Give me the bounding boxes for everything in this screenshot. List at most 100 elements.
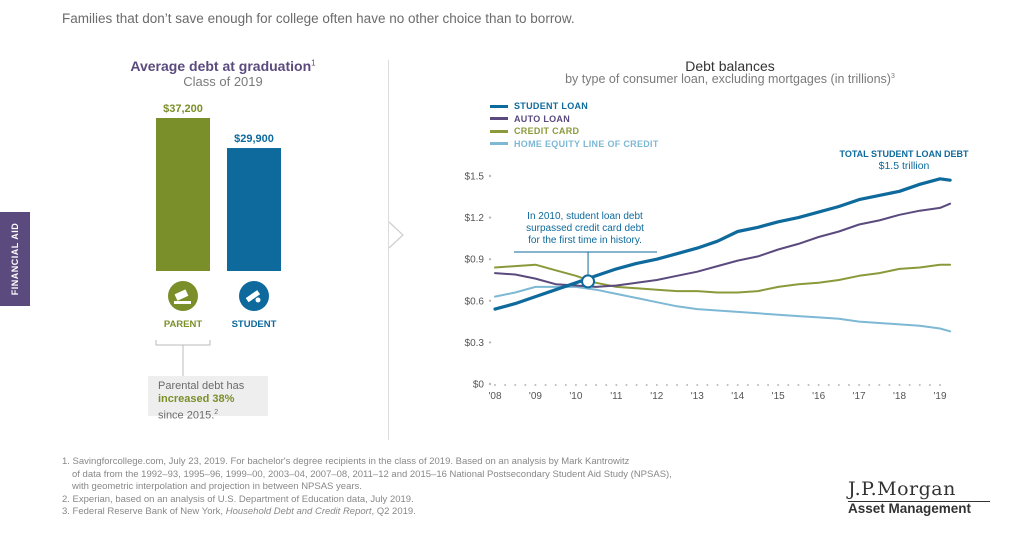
x-axis-dot [726, 384, 729, 386]
x-tick-label: '08 [488, 391, 501, 402]
x-axis-dot [534, 384, 537, 386]
x-axis-dot [564, 384, 567, 386]
legend-item: AUTO LOAN [490, 113, 659, 126]
legend-swatch [490, 129, 508, 133]
y-tick-label: $1.5 [465, 172, 485, 183]
legend-swatch [490, 117, 508, 121]
right-subtitle-footnote: 3 [890, 72, 895, 80]
footnote-3-b: , Q2 2019. [371, 506, 416, 517]
diploma-icon [239, 281, 269, 311]
x-tick-label: '17 [853, 391, 866, 402]
y-tick-dot [488, 382, 492, 386]
series-line-credit-card [494, 263, 952, 294]
x-axis-dot [665, 384, 668, 386]
x-axis-dot [817, 384, 820, 386]
legend-label: HOME EQUITY LINE OF CREDIT [514, 138, 659, 149]
chart-legend: STUDENT LOAN AUTO LOAN CREDIT CARD HOME EQU… [490, 100, 659, 150]
page-headline: Families that don’t save enough for coll… [62, 11, 575, 26]
logo-tagline: Asset Management [848, 501, 972, 516]
x-axis-dot [898, 384, 901, 386]
annotation-text-line: surpassed credit card debt [526, 223, 644, 234]
right-subtitle-text: by type of consumer loan, excluding mort… [565, 72, 891, 86]
x-axis-dot [635, 384, 638, 386]
legend-label: STUDENT LOAN [514, 101, 589, 112]
bar-category-label-parent: PARENT [164, 319, 203, 330]
callout-line-2: increased 38% [158, 393, 235, 405]
annotation-text-line: for the first time in history. [528, 235, 642, 246]
x-tick-label: '10 [569, 391, 582, 402]
x-tick-label: '14 [731, 391, 744, 402]
x-axis-dot [847, 384, 850, 386]
series-line-student-loan [493, 177, 952, 311]
left-panel-title: Average debt at graduation1 [118, 58, 328, 74]
footnotes: 1. Savingforcollege.com, July 23, 2019. … [62, 456, 822, 519]
footnote-1-cont-1: of data from the 1992–93, 1995–96, 1999–… [72, 468, 672, 480]
x-tick-label: '09 [529, 391, 542, 402]
legend-item: HOME EQUITY LINE OF CREDIT [490, 138, 659, 151]
money-hand-icon [168, 281, 198, 311]
x-axis-dot [888, 384, 891, 386]
x-tick-label: '16 [812, 391, 825, 402]
jpmorgan-logo: J.P.Morgan Asset Management [848, 478, 990, 516]
financial-aid-tab[interactable]: FINANCIAL AID [0, 212, 30, 306]
logo-wordmark: J.P.Morgan [848, 478, 956, 500]
x-axis-dot [787, 384, 790, 386]
x-axis-dot [767, 384, 770, 386]
x-axis-dot [908, 384, 911, 386]
x-axis-dot [858, 384, 861, 386]
x-axis-dot [514, 384, 517, 386]
left-title-footnote: 1 [311, 58, 316, 68]
chevron-right-icon [388, 221, 404, 249]
x-tick-label: '15 [772, 391, 785, 402]
bar-category-label-student: STUDENT [232, 319, 277, 330]
x-tick-label: '19 [933, 391, 946, 402]
x-axis-dot [625, 384, 628, 386]
y-tick-label: $0.6 [465, 296, 485, 307]
x-axis-dot [554, 384, 557, 386]
x-axis-dot [807, 384, 810, 386]
x-axis-dot [706, 384, 709, 386]
x-axis-dot [655, 384, 658, 386]
parental-debt-callout: Parental debt has increased 38% since 20… [148, 376, 268, 422]
y-tick-dot [488, 341, 492, 344]
x-axis-dot [878, 384, 881, 386]
x-axis-dot [716, 384, 719, 386]
y-tick-dot [488, 216, 492, 219]
y-tick-dot [488, 299, 492, 302]
legend-item: CREDIT CARD [490, 125, 659, 138]
bar-value-label-student: $29,900 [234, 133, 274, 145]
legend-label: AUTO LOAN [514, 113, 571, 124]
x-axis-dot [868, 384, 871, 386]
x-axis-dot [928, 384, 931, 386]
total-student-loan-value: $1.5 trillion [879, 160, 930, 172]
x-axis-dot [939, 384, 941, 386]
x-tick-label: '12 [650, 391, 663, 402]
callout-line-1: Parental debt has [158, 380, 245, 392]
x-axis-dot [918, 384, 921, 386]
annotation-text-line: In 2010, student loan debt [527, 211, 643, 222]
callout-footnote: 2 [214, 409, 219, 416]
x-axis-dot [585, 384, 588, 386]
legend-swatch [490, 142, 508, 146]
series-line-home-equity-line-of-credit [494, 285, 952, 333]
x-axis-dot [615, 384, 618, 386]
footnote-3-report: Household Debt and Credit Report [225, 506, 372, 517]
footnote-3: 3. Federal Reserve Bank of New York, Hou… [62, 506, 822, 518]
legend-swatch [490, 104, 508, 108]
x-axis-dot [524, 384, 527, 386]
annotation-marker [581, 274, 596, 289]
footnote-2: 2. Experian, based on an analysis of U.S… [62, 493, 414, 505]
footnote-1: 1. Savingforcollege.com, July 23, 2019. … [62, 456, 630, 467]
left-panel-subtitle: Class of 2019 [183, 74, 263, 89]
x-axis-dot [544, 384, 547, 386]
legend-label: CREDIT CARD [514, 126, 580, 137]
debt-balances-line-chart: $0 $0.3 $0.6 $0.9 $1.2 $1.5 '08 '09 '10 '11 '12 '13… [465, 149, 969, 402]
right-panel-subtitle: by type of consumer loan, excluding mort… [480, 72, 980, 86]
x-axis-dot [676, 384, 679, 386]
y-tick-label: $0.3 [465, 338, 485, 349]
x-axis-dot [736, 384, 739, 386]
y-tick-dot [488, 174, 492, 178]
x-axis-dot [837, 384, 840, 386]
x-tick-label: '11 [610, 391, 623, 402]
panel-divider [388, 60, 389, 440]
